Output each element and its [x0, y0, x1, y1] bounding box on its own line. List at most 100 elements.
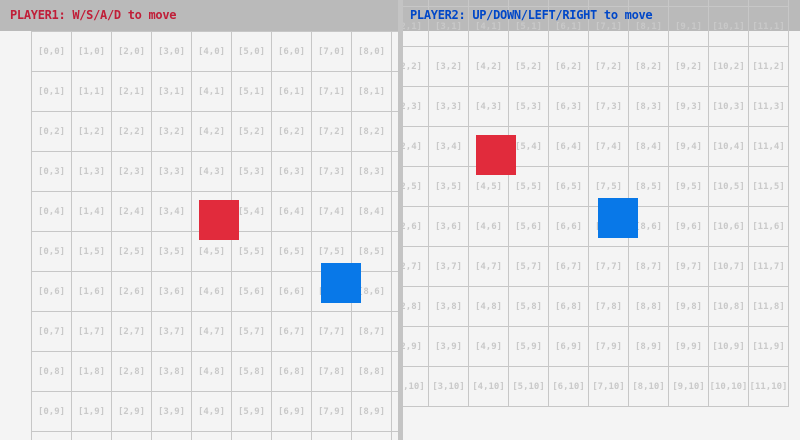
blue-player-square	[598, 198, 638, 238]
grid-cell: [7,1]	[588, 6, 628, 46]
grid-cell: [4,1]	[468, 6, 508, 46]
grid-cell: [1,5]	[71, 231, 111, 271]
grid-cell: [1,1]	[71, 71, 111, 111]
grid-cell: [0,0]	[31, 31, 71, 71]
player2-viewport[interactable]: [0,0][1,0][2,0][3,0][4,0][5,0][6,0][7,0]…	[400, 0, 800, 440]
grid-cell: [3,5]	[428, 166, 468, 206]
grid-cell: [8,10]	[351, 431, 391, 440]
grid-cell: [5,3]	[508, 86, 548, 126]
grid-cell: [9,0]	[668, 0, 708, 6]
grid-cell: [1,6]	[71, 271, 111, 311]
grid-cell: [7,7]	[588, 246, 628, 286]
grid-cell: [3,4]	[428, 126, 468, 166]
grid-cell: [3,3]	[151, 151, 191, 191]
grid-cell: [7,5]	[311, 231, 351, 271]
grid-cell: [4,0]	[468, 0, 508, 6]
grid-cell: [2,4]	[111, 191, 151, 231]
grid-cell: [4,7]	[191, 311, 231, 351]
grid-cell: [7,3]	[311, 151, 351, 191]
grid-cell: [3,0]	[151, 31, 191, 71]
grid-cell: [0,9]	[31, 391, 71, 431]
grid-cell: [0,5]	[31, 231, 71, 271]
grid-cell: [9,9]	[668, 326, 708, 366]
grid-cell: [6,2]	[271, 111, 311, 151]
grid-cell: [5,10]	[231, 431, 271, 440]
grid-cell: [4,7]	[468, 246, 508, 286]
grid-cell: [6,8]	[271, 351, 311, 391]
grid-cell: [10,6]	[708, 206, 748, 246]
grid-cell: [3,9]	[428, 326, 468, 366]
grid-cell: [2,6]	[400, 206, 428, 246]
grid-cell: [11,1]	[748, 6, 788, 46]
grid-cell: [9,3]	[668, 86, 708, 126]
player1-viewport[interactable]: [0,0] [1,0] [2,0] [3,0] [4,0] [5,0] [6,0] [7,0]…	[0, 0, 400, 440]
grid-cell: [6,0]	[271, 31, 311, 71]
grid-cell: [6,9]	[548, 326, 588, 366]
grid-cell: [6,5]	[271, 231, 311, 271]
grid-cell: [6,3]	[271, 151, 311, 191]
grid-cell: [11,7]	[748, 246, 788, 286]
grid-cell: [2,9]	[111, 391, 151, 431]
player2-world-grid: [0,0][1,0][2,0][3,0][4,0][5,0][6,0][7,0]…	[400, 0, 789, 407]
grid-cell: [8,5]	[351, 231, 391, 271]
grid-cell: [8,8]	[628, 286, 668, 326]
player1-header-label: PLAYER1: W/S/A/D to move	[10, 8, 177, 22]
player2-header-bar	[400, 0, 800, 31]
grid-cell: [7,10]	[588, 366, 628, 406]
grid-cell: [2,8]	[400, 286, 428, 326]
grid-cell: [7,0]	[588, 0, 628, 6]
grid-cell: [4,9]	[191, 391, 231, 431]
grid-cell: [6,4]	[548, 126, 588, 166]
grid-cell: [6,10]	[271, 431, 311, 440]
grid-cell: [6,7]	[271, 311, 311, 351]
grid-cell: [10,0]	[708, 0, 748, 6]
grid-cell: [2,3]	[400, 86, 428, 126]
grid-cell: [1,4]	[71, 191, 111, 231]
grid-cell: [4,9]	[468, 326, 508, 366]
grid-cell: [3,6]	[428, 206, 468, 246]
player1-header-bar	[0, 0, 400, 31]
grid-cell: [4,3]	[191, 151, 231, 191]
grid-cell: [2,3]	[111, 151, 151, 191]
grid-cell: [2,9]	[400, 326, 428, 366]
grid-cell: [5,3]	[231, 151, 271, 191]
grid-cell: [2,10]	[111, 431, 151, 440]
grid-cell: [4,2]	[468, 46, 508, 86]
grid-cell: [2,4]	[400, 126, 428, 166]
grid-cell: [3,10]	[428, 366, 468, 406]
grid-cell: [2,0]	[111, 31, 151, 71]
grid-cell: [6,1]	[548, 6, 588, 46]
grid-cell: [5,5]	[508, 166, 548, 206]
red-player-square	[476, 135, 516, 175]
grid-cell: [9,6]	[668, 206, 708, 246]
grid-cell: [0,1]	[31, 71, 71, 111]
grid-cell: [4,1]	[191, 71, 231, 111]
grid-cell: [2,7]	[400, 246, 428, 286]
grid-cell: [10,5]	[708, 166, 748, 206]
grid-cell: [7,3]	[588, 86, 628, 126]
grid-cell: [2,10]	[400, 366, 428, 406]
grid-cell: [5,8]	[508, 286, 548, 326]
grid-cell: [1,2]	[71, 111, 111, 151]
grid-cell: [7,9]	[588, 326, 628, 366]
grid-cell: [5,1]	[231, 71, 271, 111]
grid-cell: [3,7]	[151, 311, 191, 351]
grid-cell: [8,0]	[628, 0, 668, 6]
player1-world-grid: [0,0] [1,0] [2,0] [3,0] [4,0] [5,0] [6,0] [7,0]…	[31, 31, 400, 440]
grid-cell: [4,10]	[191, 431, 231, 440]
grid-cell: [6,5]	[548, 166, 588, 206]
grid-cell: [6,0]	[548, 0, 588, 6]
grid-cell: [10,1]	[708, 6, 748, 46]
grid-cell: [5,6]	[231, 271, 271, 311]
grid-cell: [9,1]	[668, 6, 708, 46]
grid-cell: [6,10]	[548, 366, 588, 406]
grid-cell: [5,2]	[231, 111, 271, 151]
grid-cell: [11,5]	[748, 166, 788, 206]
grid-cell: [5,6]	[508, 206, 548, 246]
grid-cell: [4,2]	[191, 111, 231, 151]
grid-cell: [0,8]	[31, 351, 71, 391]
grid-cell: [7,4]	[311, 191, 351, 231]
grid-cell: [4,8]	[468, 286, 508, 326]
grid-cell: [7,2]	[311, 111, 351, 151]
